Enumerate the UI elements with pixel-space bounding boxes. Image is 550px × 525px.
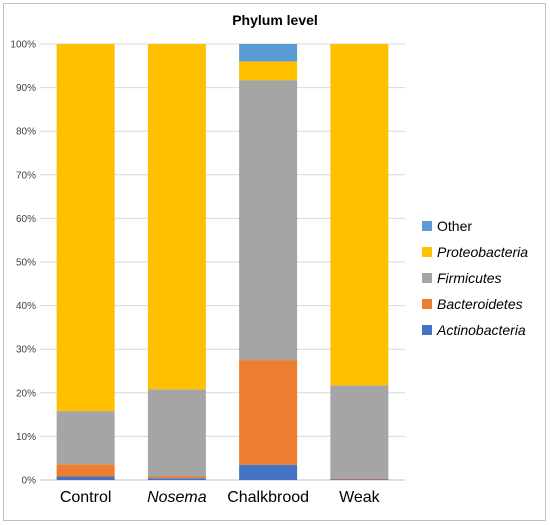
bar-segment (56, 476, 115, 480)
bar-segment (330, 385, 389, 479)
bar-segment (330, 479, 389, 480)
legend-label: Actinobacteria (436, 322, 526, 338)
bar-segment (239, 360, 298, 465)
y-tick-label: 60% (16, 214, 36, 225)
legend-swatch (422, 247, 432, 257)
x-tick-label: Control (60, 489, 112, 506)
legend-swatch (422, 325, 432, 335)
y-tick-label: 40% (16, 301, 36, 312)
bar-segment (147, 478, 206, 480)
bar-segment (147, 389, 206, 477)
bar-segment (147, 44, 206, 390)
y-axis: 0% 10% 20% 30% 40% 50% 60% 70% 80% 90% 100% (10, 40, 36, 487)
y-tick-label: 10% (16, 432, 36, 443)
legend-swatch (422, 221, 432, 231)
y-tick-label: 30% (16, 345, 36, 356)
bar-segment (330, 478, 389, 480)
x-axis: Control Nosema Chalkbrood Weak (60, 489, 381, 506)
y-tick-label: 50% (16, 258, 36, 269)
legend-swatch (422, 273, 432, 283)
chart-title: Phylum level (232, 12, 318, 28)
bar-segment (239, 464, 298, 480)
x-tick-label: Weak (339, 489, 381, 506)
legend-label: Other (437, 218, 472, 234)
bar-segment (56, 44, 115, 412)
bars (56, 44, 389, 480)
legend-swatch (422, 299, 432, 309)
bar-segment (147, 476, 206, 479)
legend-label: Bacteroidetes (437, 296, 523, 312)
bar-segment (330, 44, 389, 386)
bar-segment (56, 464, 115, 477)
bar-segment (239, 61, 298, 81)
y-tick-label: 70% (16, 170, 36, 181)
y-tick-label: 20% (16, 388, 36, 399)
bar-segment (56, 411, 115, 465)
y-tick-label: 90% (16, 83, 36, 94)
x-tick-label: Chalkbrood (227, 489, 309, 506)
y-tick-label: 100% (10, 40, 36, 51)
x-tick-label: Nosema (147, 489, 207, 506)
legend-label: Firmicutes (437, 270, 502, 286)
bar-segment (239, 80, 298, 361)
legend: Other Proteobacteria Firmicutes Bacteroidet… (422, 218, 528, 338)
y-tick-label: 0% (22, 476, 37, 487)
y-tick-label: 80% (16, 127, 36, 138)
bar-segment (239, 44, 298, 62)
legend-label: Proteobacteria (437, 244, 528, 260)
